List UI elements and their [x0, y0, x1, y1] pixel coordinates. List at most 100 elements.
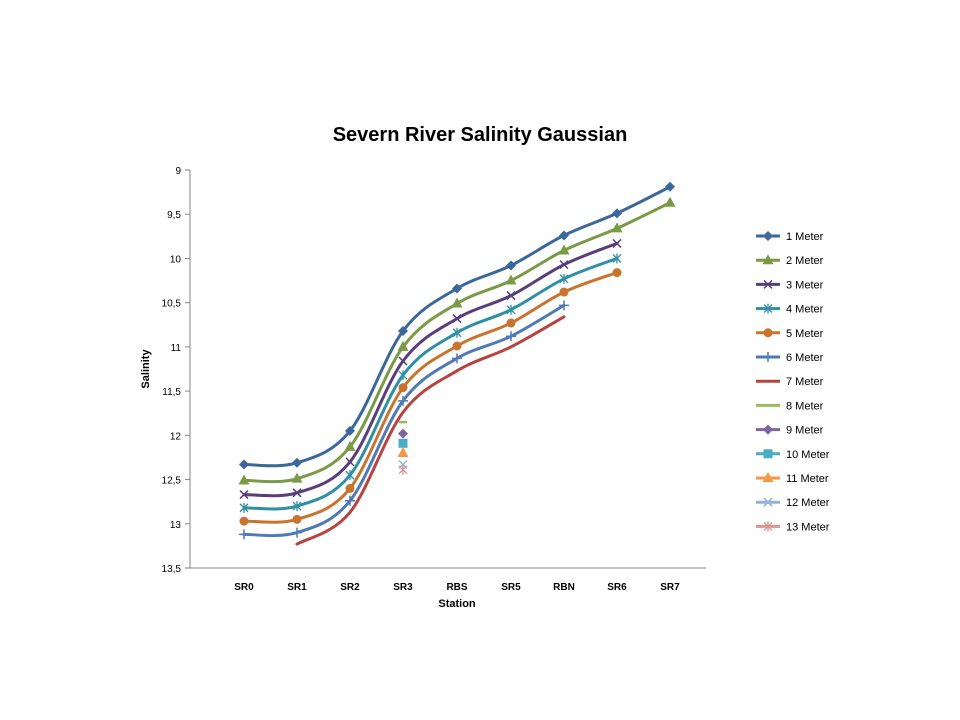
series-markers-9 — [398, 428, 408, 439]
x-axis-title: Station — [438, 598, 476, 610]
legend-label: 12 Meter — [786, 497, 830, 509]
series-line-7 — [295, 315, 566, 546]
y-tick-label: 10,5 — [162, 299, 182, 310]
data-point — [398, 395, 408, 406]
data-point — [292, 514, 302, 524]
x-tick-label: SR7 — [660, 582, 680, 593]
data-point — [239, 459, 249, 470]
data-point — [398, 383, 408, 393]
series-markers-2 — [238, 196, 676, 485]
x-tick-label: RBN — [553, 582, 575, 593]
legend-marker — [763, 497, 773, 507]
data-point — [345, 495, 355, 506]
data-point — [239, 490, 249, 500]
data-point — [559, 287, 569, 297]
legend-marker — [763, 521, 773, 532]
data-point — [665, 181, 675, 192]
legend-marker — [763, 449, 773, 459]
series-line-3 — [242, 241, 619, 498]
data-point — [559, 230, 569, 241]
data-point — [397, 447, 409, 458]
legend-item: 9 Meter — [756, 424, 824, 437]
x-tick-label: SR3 — [393, 582, 413, 593]
legend-item: 1 Meter — [756, 231, 824, 243]
legend-marker — [763, 231, 773, 241]
legend-item: 10 Meter — [756, 449, 830, 461]
data-point — [612, 268, 622, 278]
legend-label: 8 Meter — [786, 400, 824, 412]
series-markers-3 — [239, 238, 622, 500]
data-point — [398, 464, 408, 475]
chart-title: Severn River Salinity Gaussian — [333, 124, 628, 146]
series-line-2 — [242, 201, 672, 484]
legend-marker — [763, 352, 773, 362]
series-markers-10 — [398, 438, 408, 448]
legend-label: 1 Meter — [786, 231, 824, 243]
data-point — [238, 474, 250, 485]
data-point — [292, 527, 302, 538]
data-point — [612, 253, 622, 264]
series-line-4 — [242, 256, 619, 511]
legend-marker — [763, 303, 773, 314]
legend-label: 5 Meter — [786, 328, 824, 340]
data-point — [612, 238, 622, 248]
legend-item: 12 Meter — [756, 497, 830, 509]
data-point — [345, 425, 355, 436]
data-point — [506, 304, 516, 315]
legend-label: 10 Meter — [786, 449, 830, 461]
x-tick-label: SR6 — [607, 582, 627, 593]
data-point — [452, 327, 462, 338]
legend: 1 Meter 2 Meter 3 Meter 4 Meter 5 Meter 6 Met… — [756, 231, 830, 533]
data-point — [398, 325, 408, 336]
y-tick-label: 9,5 — [167, 210, 181, 221]
y-tick-label: 11,5 — [162, 387, 181, 398]
series-markers-11 — [397, 447, 409, 458]
legend-label: 11 Meter — [786, 473, 829, 485]
series-line-5 — [242, 271, 619, 524]
series-markers-1 — [239, 181, 675, 470]
data-point — [398, 356, 408, 366]
data-point — [452, 283, 462, 294]
x-axis-ticks: SR0 SR1 SR2 SR3 RBS SR5 RBN SR6 SR7 — [234, 582, 680, 593]
data-point — [292, 457, 302, 468]
x-tick-label: SR2 — [340, 582, 360, 593]
legend-item: 2 Meter — [756, 254, 824, 267]
legend-label: 13 Meter — [786, 521, 830, 533]
legend-item: 13 Meter — [756, 521, 830, 533]
x-tick-label: RBS — [446, 582, 467, 593]
legend-label: 7 Meter — [786, 376, 824, 388]
data-point — [506, 331, 516, 342]
data-point — [397, 340, 409, 351]
series-markers-13 — [398, 464, 408, 475]
y-axis-ticks: 9 9,5 10 10,5 11 11,5 12 12,5 13 13,5 — [162, 166, 190, 575]
y-tick-label: 12,5 — [162, 476, 182, 487]
series-line-1 — [242, 185, 672, 468]
x-tick-label: SR1 — [287, 582, 307, 593]
y-tick-label: 10 — [170, 254, 182, 265]
data-point — [292, 488, 302, 498]
data-point — [239, 516, 249, 526]
data-point — [559, 300, 569, 311]
data-point — [664, 196, 676, 207]
data-point — [344, 440, 356, 451]
legend-label: 4 Meter — [786, 304, 824, 316]
data-point — [612, 208, 622, 219]
data-point — [239, 502, 249, 513]
data-point — [239, 529, 249, 540]
data-point — [611, 222, 623, 233]
legend-item: 11 Meter — [756, 472, 829, 485]
legend-marker — [762, 472, 774, 482]
y-tick-label: 13,5 — [162, 564, 182, 575]
legend-item: 3 Meter — [756, 279, 824, 291]
data-point — [398, 370, 408, 381]
legend-marker — [763, 279, 773, 289]
x-tick-label: SR5 — [501, 582, 521, 593]
series-markers-5 — [239, 268, 622, 526]
series-markers — [238, 181, 676, 540]
data-point — [398, 428, 408, 439]
data-point — [452, 341, 462, 351]
legend-label: 2 Meter — [786, 255, 824, 267]
series-markers-6 — [239, 300, 569, 540]
y-axis-title: Salinity — [140, 349, 152, 389]
